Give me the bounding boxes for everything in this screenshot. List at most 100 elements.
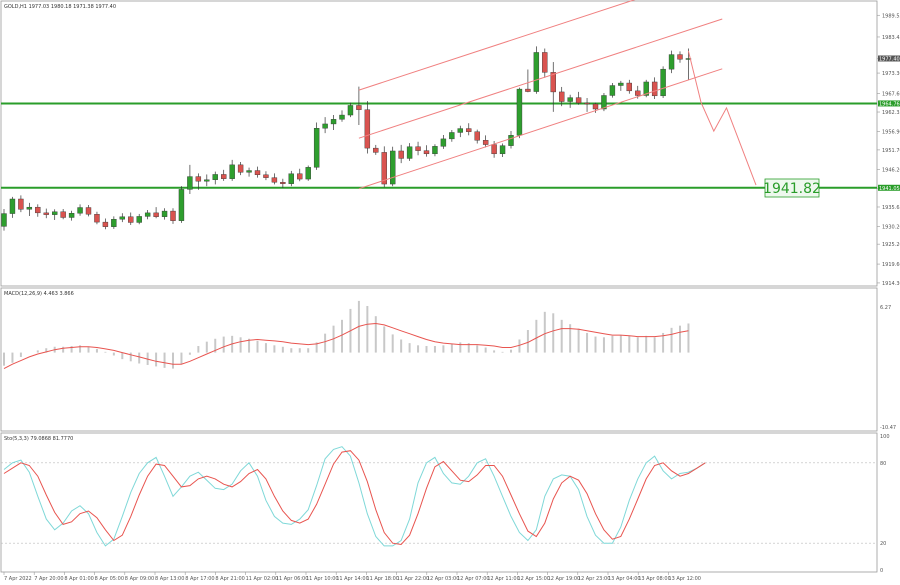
candle-body [609, 85, 616, 96]
candle-body [187, 176, 193, 190]
candle-body [153, 212, 159, 217]
stochastic-tick-label: 0 [880, 568, 883, 574]
candle-body [508, 135, 514, 146]
stochastic-panel[interactable]: Sto(5,3,3) 79.0868 81.7770 100 80 20 0 [0, 432, 890, 574]
candle-body [660, 68, 666, 97]
price-tick-label: 1956.90 [882, 129, 900, 135]
time-tick-label: 13 Apr 12:00 [668, 576, 701, 582]
candle-body [237, 164, 244, 173]
macd-tick-label: -10.47 [880, 425, 896, 431]
candle-body [525, 88, 531, 92]
candle-body [559, 91, 565, 102]
stochastic-main-line [3, 446, 706, 547]
candle-body [491, 144, 497, 155]
candle-body [229, 164, 235, 179]
candle-body [60, 211, 66, 218]
current-price-label: 1977.40 [879, 56, 900, 62]
time-tick-label: 11 Apr 18:00 [366, 576, 399, 582]
candle-body [280, 182, 286, 184]
candle-body [449, 132, 455, 140]
price-axis: 1989.55 1983.45 1977.40 1973.30 1967.60 1962.… [877, 13, 900, 287]
candle-body [43, 212, 49, 215]
candle-body [499, 145, 506, 155]
candle-body [178, 189, 185, 221]
price-tick-label: 1935.65 [882, 205, 900, 211]
candle-body [161, 210, 168, 217]
candle-body [144, 212, 151, 217]
candle-body [26, 206, 33, 210]
candle-body [457, 128, 463, 133]
candle-body [423, 150, 430, 155]
time-tick-label: 11 Apr 22:00 [397, 576, 430, 582]
candle-body [432, 146, 438, 155]
candle-body [668, 54, 675, 70]
time-tick-label: 13 Apr 04:00 [608, 576, 641, 582]
candle-body [119, 216, 126, 220]
time-tick-label: 8 Apr 09:00 [125, 576, 154, 582]
target-annotation: 1941.82 [763, 178, 821, 198]
candle-body [77, 207, 83, 214]
candle-body [542, 52, 548, 73]
price-tick-label: 1951.70 [882, 148, 900, 154]
stochastic-axis: 100 80 20 0 [1, 434, 890, 574]
price-level-label: 1941.05 [879, 186, 900, 192]
candle-body [288, 173, 294, 184]
candle-body [102, 221, 109, 227]
price-tick-label: 1983.45 [882, 35, 900, 41]
support-resistance-levels: 1964.76 1941.05 [1, 100, 900, 192]
time-tick-label: 13 Apr 08:00 [638, 576, 671, 582]
candle-body [415, 146, 421, 151]
candle-body [373, 147, 379, 153]
time-tick-label: 7 Apr 2022 [4, 576, 32, 582]
macd-panel[interactable]: MACD(12,26,9) 4.463 3.866 6.27 -10.47 [0, 287, 896, 432]
projection-line [687, 50, 757, 186]
time-tick-label: 11 Apr 02:00 [246, 576, 279, 582]
time-axis: 7 Apr 2022 7 Apr 20:00 8 Apr 01:00 8 Apr 05… [3, 572, 701, 582]
candle-body [567, 97, 573, 102]
channel-line [358, 68, 723, 190]
candle-body [111, 219, 117, 227]
candle-body [204, 179, 210, 182]
candle-body [516, 88, 523, 136]
time-tick-label: 12 Apr 19:00 [548, 576, 581, 582]
candle-body [313, 128, 320, 168]
price-tick-label: 1930.20 [882, 224, 900, 230]
candle-body [195, 176, 202, 182]
candle-body [677, 54, 683, 60]
candle-body [466, 128, 472, 132]
price-level-tag [878, 184, 900, 191]
macd-tick-label: 6.27 [880, 305, 891, 311]
macd-histogram [3, 300, 690, 369]
candle-body [68, 213, 75, 218]
candle-body [584, 102, 590, 105]
macd-signal-polyline [3, 322, 689, 370]
candle-body [643, 81, 649, 96]
time-tick-label: 8 Apr 17:00 [185, 576, 214, 582]
candle-body [297, 173, 303, 180]
candle-body [381, 152, 387, 185]
price-panel-header: GOLD,H1 1977.03 1980.18 1971.38 1977.40 [4, 4, 116, 10]
candle-body [482, 140, 489, 145]
candle-body [246, 170, 252, 173]
macd-signal-line [3, 322, 689, 370]
candle-body [651, 81, 658, 97]
stochastic-panel-header: Sto(5,3,3) 79.0868 81.7770 [4, 436, 73, 442]
candle-body [212, 174, 218, 180]
candle-body [305, 167, 311, 180]
current-price-marker: 1977.40 [878, 55, 900, 62]
stochastic-tick-label: 100 [880, 434, 890, 440]
candle-body [136, 216, 142, 223]
candle-body [575, 97, 582, 104]
candle-body [406, 146, 413, 159]
price-tick-label: 1919.60 [882, 262, 900, 268]
macd-panel-header: MACD(12,26,9) 4.463 3.866 [4, 291, 74, 297]
candle-body [533, 52, 540, 92]
price-panel[interactable]: GOLD,H1 1977.03 1980.18 1971.38 1977.40 … [0, 0, 900, 287]
candle-body [398, 150, 404, 159]
price-tick-label: 1973.30 [882, 71, 900, 77]
price-channel [358, 0, 723, 190]
projection-path [687, 50, 757, 186]
time-tick-label: 8 Apr 13:00 [155, 576, 184, 582]
macd-axis: 6.27 -10.47 [880, 305, 896, 431]
